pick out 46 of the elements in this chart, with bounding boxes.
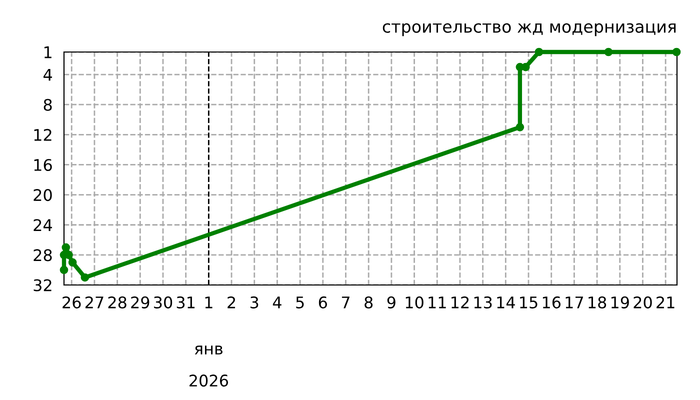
point	[534, 48, 544, 56]
x-tick-label: 26	[62, 296, 81, 308]
x-tick-label: 1	[205, 296, 212, 308]
x-tick-label: 31	[176, 296, 195, 308]
x-tick-label: 10	[406, 296, 424, 308]
y-tick-label: 28	[34, 249, 52, 262]
x-tick-label: 8	[364, 296, 373, 308]
x-tick-label: 19	[611, 296, 629, 308]
y-tick-label: 1	[44, 46, 52, 58]
x-tick-label: 21	[656, 296, 674, 308]
y-tick-label: 8	[44, 98, 52, 111]
x-tick-label: 14	[497, 296, 515, 308]
y-tick-label: 20	[34, 189, 52, 202]
x-tick-label: 29	[131, 296, 150, 308]
point	[68, 258, 77, 267]
x-tick-label: 3	[250, 296, 258, 308]
point	[60, 266, 68, 274]
y-tick-label: 32	[34, 279, 52, 292]
x-tick-label: 20	[634, 296, 652, 308]
y-tick-label: 24	[34, 219, 52, 231]
x-tick-label: 18	[588, 296, 606, 308]
x-tick-label: 5	[296, 296, 304, 308]
chart-title: строительство жд модернизация	[382, 23, 676, 36]
x-tick-label: 13	[474, 296, 492, 308]
x-tick-label: 2	[228, 296, 236, 308]
x-tick-label: 28	[108, 296, 126, 308]
point	[516, 122, 524, 132]
point	[672, 48, 681, 56]
y-tick-label: 4	[44, 68, 52, 81]
text: 2026	[190, 374, 228, 387]
x-tick-label: 12	[452, 296, 469, 308]
x-tick-label: 6	[318, 296, 327, 308]
x-tick-label: 4	[272, 296, 282, 308]
x-tick-label: 11	[428, 296, 446, 308]
y-tick-label: 12	[34, 128, 52, 141]
x-tick-label: 9	[387, 296, 396, 308]
text: янв	[194, 346, 222, 354]
point	[604, 48, 613, 56]
x-tick-label: 17	[566, 296, 583, 308]
x-tick-label: 30	[154, 296, 172, 308]
x-tick-label: 15	[520, 296, 538, 308]
x-tick-label: 27	[85, 296, 104, 308]
point	[80, 273, 90, 282]
x-tick-label: 7	[342, 296, 350, 308]
y-tick-label: 16	[34, 158, 52, 172]
x-tick-label: 16	[542, 296, 561, 308]
